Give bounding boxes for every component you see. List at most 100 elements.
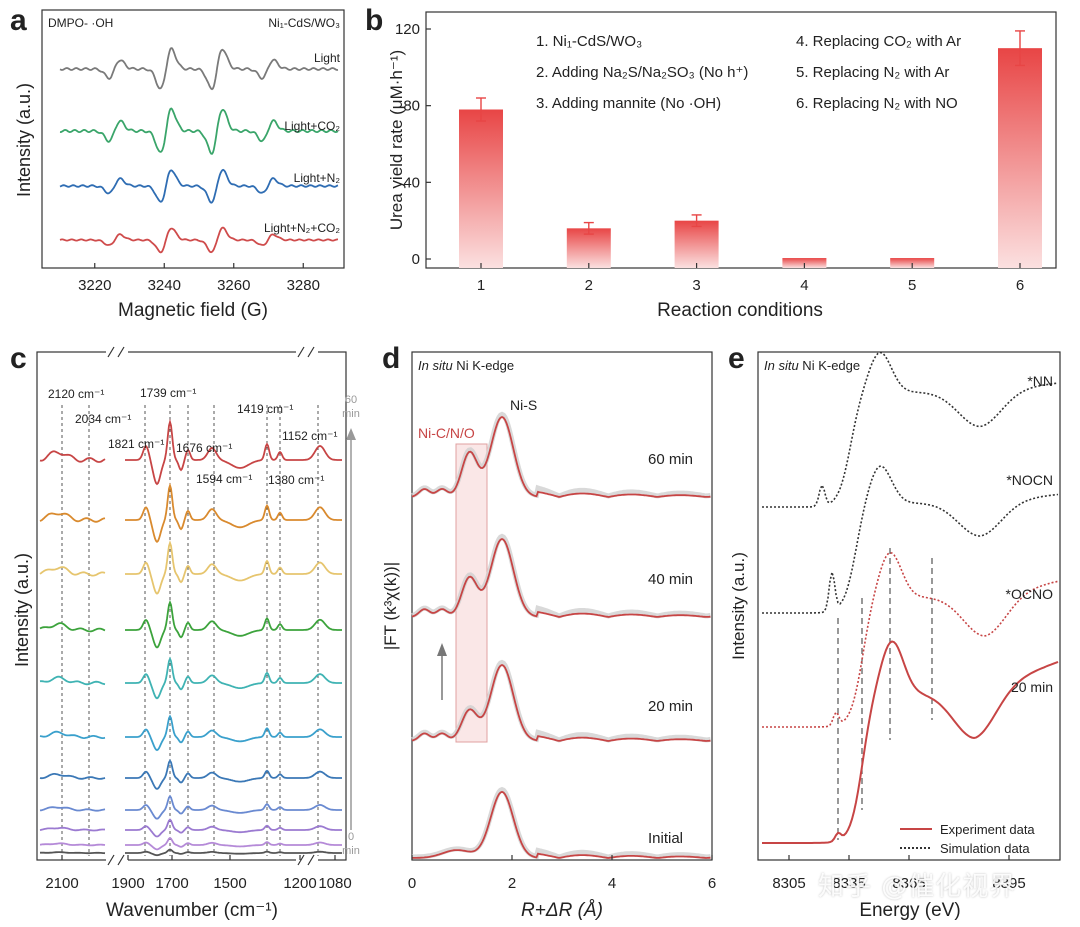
panel-b-legend-4: 4. Replacing CO₂ with Ar [796, 33, 961, 50]
ir-x-tick-label-1080: 1080 [318, 875, 351, 892]
epr-traces: Light Light+CO₂ Light+N₂ Light+N₂+CO₂ [59, 47, 341, 254]
panel-c: c 2100 1900 1700 1500 1200 1080 2120 cm⁻¹ 203… [10, 342, 360, 921]
ir-ticks: 2100 1900 1700 1500 1200 1080 [45, 855, 352, 892]
time-arrow [346, 428, 356, 830]
time-bottom: 0 [348, 831, 354, 843]
peak-label-1821: 1821 cm⁻¹ [108, 437, 164, 451]
panel-a-left-label: DMPO- ·OH [48, 16, 113, 30]
epr-trace-1 [59, 47, 339, 91]
panel-d-title-rest: Ni K-edge [453, 358, 514, 373]
xanes-guide-lines [837, 548, 933, 840]
panel-b: b 1 2 3 4 5 6 0 40 80 120 1. Ni₁-CdS/WO₃ 2. Addin… [365, 4, 1057, 321]
panel-e-title-rest: Ni K-edge [799, 358, 860, 373]
panel-a: a DMPO- ·OH Ni₁-CdS/WO₃ LightLight+CO₂Li… [10, 4, 345, 321]
ft-traces [411, 411, 711, 860]
peak-label-2034: 2034 cm⁻¹ [75, 412, 131, 426]
curve-label-40min: 40 min [648, 571, 693, 588]
ir-trace-7 [39, 758, 342, 790]
time-top-unit: min [342, 408, 360, 420]
panel-b-letter: b [365, 4, 383, 37]
ir-trace-4 [39, 599, 342, 649]
xanes-x-tick-label-8365: 8365 [892, 875, 925, 892]
panel-a-frame [41, 9, 345, 269]
panel-b-legend-3: 3. Adding mannite (No ·OH) [536, 95, 721, 112]
ft-x-tick-label-2: 2 [508, 875, 516, 892]
curve-label-20min-e: 20 min [1011, 679, 1053, 695]
peak-label-1676: 1676 cm⁻¹ [176, 441, 232, 455]
epr-x-tick-label-3280: 3280 [287, 277, 320, 294]
x-tick-label-4: 4 [800, 277, 808, 294]
legend-simulation: Simulation data [940, 841, 1030, 856]
ft-x-tick-label-6: 6 [708, 875, 716, 892]
panel-c-ylabel: Intensity (a.u.) [12, 553, 32, 667]
panel-a-ylabel: Intensity (a.u.) [14, 83, 34, 197]
error-bar-6 [1015, 30, 1025, 67]
y-tick-label-80: 80 [403, 98, 420, 115]
peak-label-2120: 2120 cm⁻¹ [48, 387, 104, 401]
ir-x-tick-label-1700: 1700 [155, 875, 188, 892]
ir-trace-6 [39, 714, 342, 752]
epr-ticks: 3220 3240 3260 3280 [78, 263, 320, 294]
panel-d: d 0 2 4 6 In situ Ni K-edge Ni-C/N/O Ni-S 6… [381, 342, 716, 921]
xanes-sim-nocn [762, 465, 1059, 614]
ir-traces [39, 418, 342, 857]
bar-3 [674, 220, 719, 268]
ft-x-tick-label-0: 0 [408, 875, 416, 892]
peak-label-1419: 1419 cm⁻¹ [237, 402, 293, 416]
xanes-x-tick-label-8395: 8395 [992, 875, 1025, 892]
xanes-x-tick-label-8335: 8335 [832, 875, 865, 892]
ir-trace-5 [39, 656, 342, 700]
curve-label-nn: *NN [1027, 373, 1053, 389]
ir-x-tick-label-1500: 1500 [213, 875, 246, 892]
peak-label-ni-cno: Ni-C/N/O [418, 425, 475, 441]
panel-d-title: In situ Ni K-edge [418, 358, 514, 373]
panel-a-right-label: Ni₁-CdS/WO₃ [268, 16, 340, 30]
panel-d-xlabel: R+ΔR (Å) [521, 900, 603, 921]
ir-x-tick-label-1200: 1200 [283, 875, 316, 892]
panel-e-frame [757, 351, 1061, 861]
panel-d-frame [411, 351, 713, 861]
error-bar-3 [691, 214, 702, 228]
ft-curve-2 [411, 533, 711, 619]
x-tick-label-3: 3 [692, 277, 700, 294]
time-arrow-d [437, 643, 447, 700]
xanes-exp-20min [762, 640, 1059, 844]
peak-label-1594: 1594 cm⁻¹ [196, 472, 252, 486]
ir-trace-2 [39, 482, 342, 543]
xanes-sim-ocno [762, 551, 1059, 728]
panel-d-title-italic: In situ [418, 358, 453, 373]
peak-label-1739: 1739 cm⁻¹ [140, 386, 196, 400]
peak-label-1380: 1380 cm⁻¹ [268, 473, 324, 487]
epr-trace-label-4: Light+N₂+CO₂ [264, 221, 340, 235]
panel-c-letter: c [10, 342, 27, 375]
peak-label-1152: 1152 cm⁻¹ [282, 429, 337, 443]
panel-b-legend-6: 6. Replacing N₂ with NO [796, 95, 958, 112]
panel-c-frame [36, 351, 347, 861]
curve-label-initial: Initial [648, 830, 683, 847]
y-tick-label-0: 0 [412, 251, 420, 268]
epr-x-tick-label-3240: 3240 [148, 277, 181, 294]
epr-x-tick-label-3260: 3260 [217, 277, 250, 294]
bar-2 [566, 228, 611, 268]
curve-label-20min: 20 min [648, 698, 693, 715]
epr-x-tick-label-3220: 3220 [78, 277, 111, 294]
epr-trace-2 [59, 107, 339, 155]
ft-ticks: 0 2 4 6 [408, 855, 716, 892]
peak-label-ni-s: Ni-S [510, 397, 537, 413]
curve-label-60min: 60 min [648, 451, 693, 468]
x-tick-label-6: 6 [1016, 277, 1024, 294]
time-top: 60 [345, 394, 357, 406]
ft-x-tick-label-4: 4 [608, 875, 616, 892]
y-tick-label-40: 40 [403, 174, 420, 191]
panel-d-ylabel: |FT (k³χ(k))| [381, 562, 400, 650]
time-bottom-unit: min [342, 845, 360, 857]
panel-c-xlabel: Wavenumber (cm⁻¹) [106, 900, 278, 921]
bar-6 [998, 48, 1042, 268]
panel-b-legend-2: 2. Adding Na₂S/Na₂SO₃ (No h⁺) [536, 64, 748, 81]
error-bar-2 [583, 221, 594, 235]
epr-trace-label-2: Light+CO₂ [284, 119, 340, 133]
axis-break-marks [106, 346, 318, 866]
panel-a-letter: a [10, 4, 27, 37]
ir-trace-3 [39, 540, 342, 595]
